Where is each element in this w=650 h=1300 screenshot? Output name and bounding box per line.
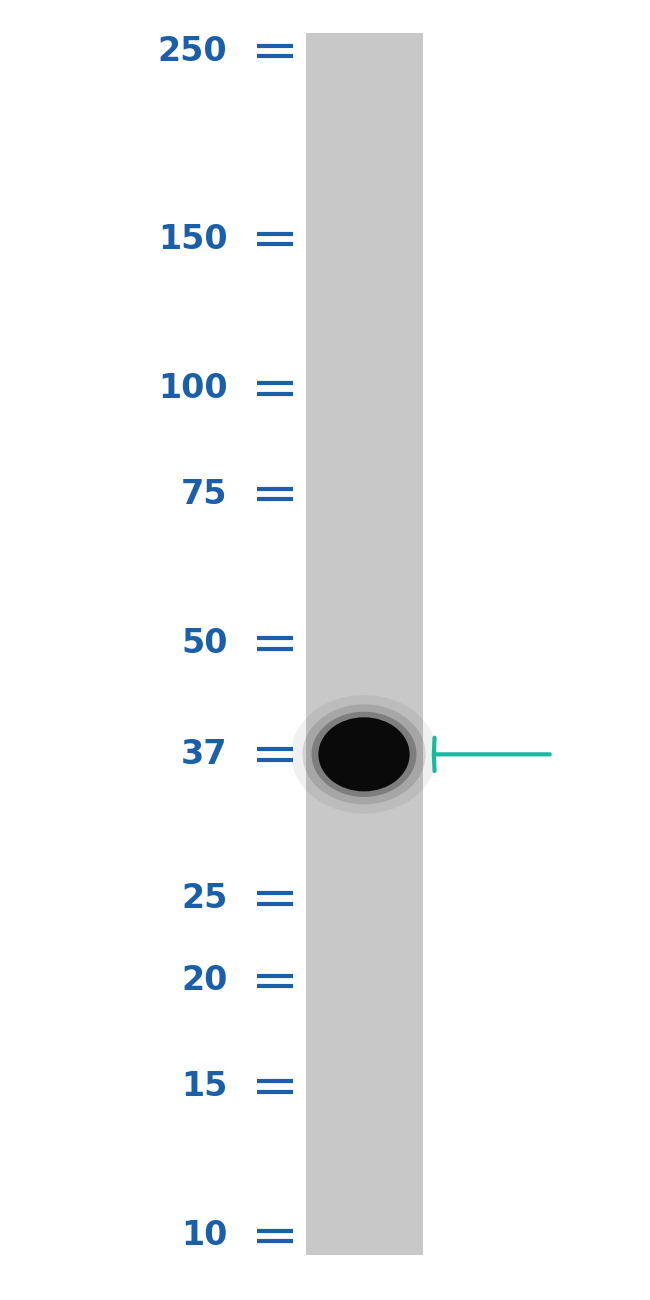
Text: 250: 250	[158, 35, 227, 68]
Ellipse shape	[318, 718, 410, 792]
Text: 10: 10	[181, 1219, 228, 1252]
Text: 15: 15	[181, 1070, 228, 1104]
Text: 20: 20	[181, 965, 228, 997]
Text: 100: 100	[158, 372, 227, 404]
Text: 37: 37	[181, 738, 228, 771]
Text: 25: 25	[181, 883, 228, 915]
Ellipse shape	[302, 705, 426, 805]
Text: 75: 75	[181, 478, 228, 511]
Ellipse shape	[311, 711, 417, 797]
Text: 150: 150	[158, 222, 227, 256]
Ellipse shape	[291, 696, 437, 814]
Bar	[306, 32, 422, 1254]
Text: 50: 50	[181, 627, 228, 660]
